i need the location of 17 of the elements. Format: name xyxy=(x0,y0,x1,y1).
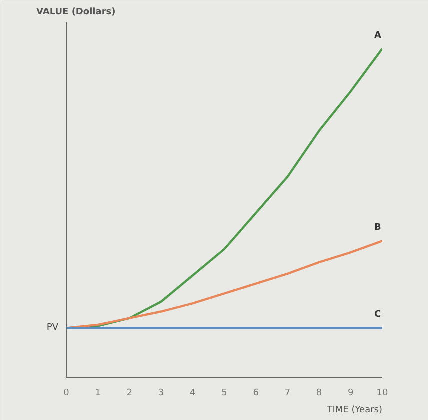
x-tick-label: 5 xyxy=(222,388,228,398)
series-label: A xyxy=(374,30,382,41)
x-tick-label: 8 xyxy=(316,388,322,398)
text: PV xyxy=(46,323,60,334)
x-tick-label: 10 xyxy=(376,388,388,398)
x-tick-label: 6 xyxy=(253,388,260,398)
series-label: C xyxy=(374,310,382,320)
x-tick-label: 3 xyxy=(158,388,164,398)
x-tick-label: 9 xyxy=(348,388,354,398)
series-label: B xyxy=(374,223,382,234)
x-tick-label: 7 xyxy=(284,388,291,398)
x-tick-label: 0 xyxy=(64,388,70,398)
x-axis-title: TIME (Years) xyxy=(326,406,383,416)
x-tick-label: 2 xyxy=(126,388,133,398)
x-tick-label: 4 xyxy=(190,388,196,398)
x-tick-label: 1 xyxy=(95,388,101,398)
y-axis-title: VALUE (Dollars) xyxy=(36,8,116,18)
